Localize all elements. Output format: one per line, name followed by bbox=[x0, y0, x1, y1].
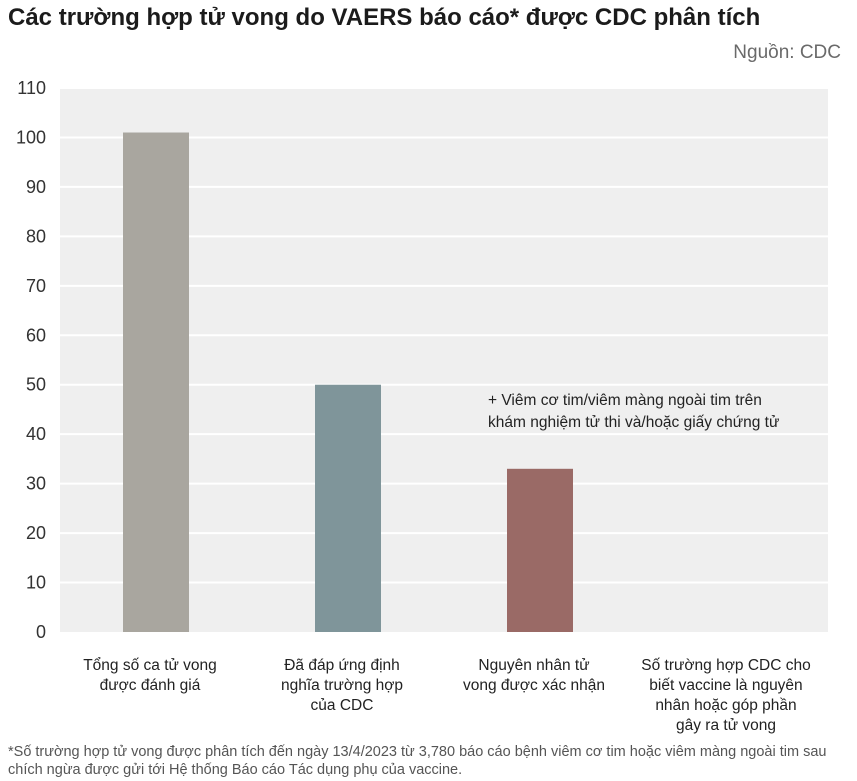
y-tick-label: 70 bbox=[26, 276, 46, 296]
y-tick-label: 20 bbox=[26, 523, 46, 543]
y-tick-label: 30 bbox=[26, 474, 46, 494]
footnote: *Số trường hợp tử vong được phân tích đế… bbox=[8, 744, 827, 778]
annotation: + Viêm cơ tim/viêm màng ngoài tim trên kh… bbox=[488, 392, 779, 431]
y-tick-label: 40 bbox=[26, 424, 46, 444]
x-category-label: Nguyên nhân tử vong được xác nhận bbox=[463, 657, 605, 694]
y-tick-label: 90 bbox=[26, 177, 46, 197]
y-tick-label: 100 bbox=[16, 127, 46, 147]
source-label: Nguồn: CDC bbox=[733, 42, 841, 63]
y-tick-label: 50 bbox=[26, 375, 46, 395]
y-tick-label: 10 bbox=[26, 573, 46, 593]
chart-title: Các trường hợp tử vong do VAERS báo cáo*… bbox=[8, 4, 761, 31]
x-category-label: Số trường hợp CDC cho biết vaccine là ngu… bbox=[641, 657, 810, 734]
y-tick-label: 60 bbox=[26, 325, 46, 345]
bar bbox=[507, 468, 573, 632]
x-category-label: Đã đáp ứng định nghĩa trường hợp của CDC bbox=[281, 657, 403, 714]
y-tick-label: 0 bbox=[36, 622, 46, 642]
y-tick-label: 110 bbox=[17, 78, 46, 98]
y-tick-label: 80 bbox=[26, 226, 46, 246]
x-category-label: Tổng số ca tử vong được đánh giá bbox=[83, 657, 217, 694]
bar bbox=[123, 132, 189, 632]
bar bbox=[315, 384, 381, 632]
bar-chart: 0 10 20 30 40 50 60 70 80 90 100 110 Tổng số ca tử v… bbox=[16, 78, 828, 734]
